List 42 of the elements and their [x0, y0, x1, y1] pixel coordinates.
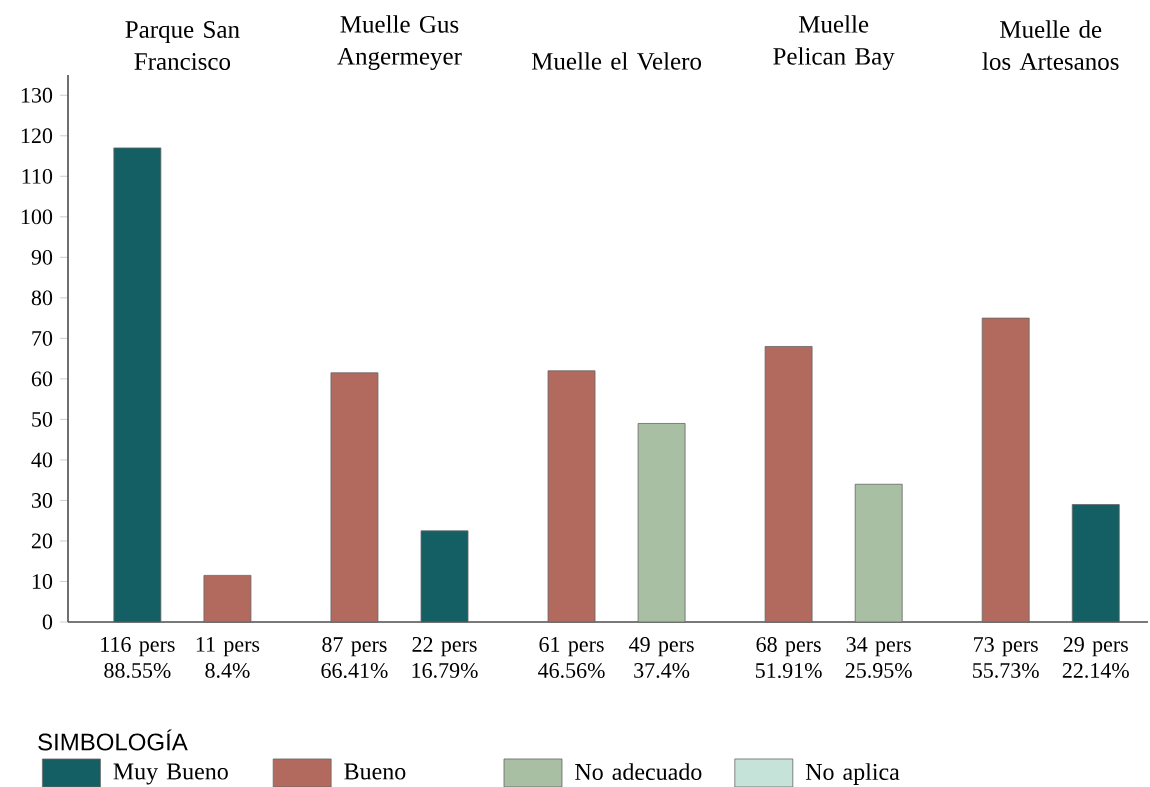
x-tick-label: 68 pers 51.91%: [755, 637, 822, 679]
x-tick-label: 116 pers 88.55%: [101, 637, 175, 678]
x-tick-label: 11 pers 8.4%: [196, 637, 260, 678]
text: Muelle Pelican Bay: [773, 15, 895, 70]
legend-label: Muy Bueno: [113, 763, 228, 785]
x-tick-label: 61 pers 46.56%: [538, 637, 605, 678]
bar: [330, 372, 379, 623]
legend-label: No adecuado: [575, 763, 702, 781]
y-tick-label: 70: [32, 330, 53, 346]
y-tick-label: 110: [22, 168, 53, 184]
legend-title: SIMBOLOGÍA: [38, 729, 188, 751]
text: Muelle el Velero: [531, 52, 702, 70]
y-tick-label: 80: [31, 290, 53, 306]
text: Muelle Gus Angermeyer: [337, 15, 462, 70]
y-tick-label: 120: [21, 128, 53, 144]
bar: [764, 346, 813, 623]
bar: [547, 370, 596, 623]
legend-label: Bueno: [344, 763, 406, 780]
text: Muelle de los Artesanos: [982, 20, 1119, 70]
legend-label: No aplica: [805, 763, 900, 785]
y-tick-label: 60: [31, 371, 53, 387]
x-tick-label: 87 pers 66.41%: [321, 637, 388, 679]
x-tick-label: 49 pers 37.4%: [629, 637, 694, 678]
y-tick-label: 10: [32, 574, 53, 589]
bar: [1071, 504, 1120, 623]
x-tick-label: 29 pers 22.14%: [1062, 637, 1129, 678]
y-tick-label: 100: [21, 209, 53, 225]
y-tick-label: 30: [32, 493, 53, 508]
y-tick-label: 130: [21, 87, 53, 103]
y-tick-label: 20: [31, 533, 53, 549]
bar: [420, 530, 469, 623]
y-tick-label: 40: [31, 452, 53, 468]
bar: [854, 483, 903, 623]
x-tick-label: 73 pers 55.73%: [973, 637, 1039, 678]
y-tick-label: 0: [42, 614, 53, 630]
x-tick-label: 34 pers 25.95%: [845, 637, 912, 678]
y-tick-label: 50: [32, 412, 53, 427]
text: Parque San Francisco: [125, 21, 240, 70]
y-tick-label: 90: [31, 249, 53, 265]
bar: [637, 423, 686, 623]
bar: [981, 317, 1030, 623]
x-tick-label: 22 pers 16.79%: [412, 637, 478, 678]
